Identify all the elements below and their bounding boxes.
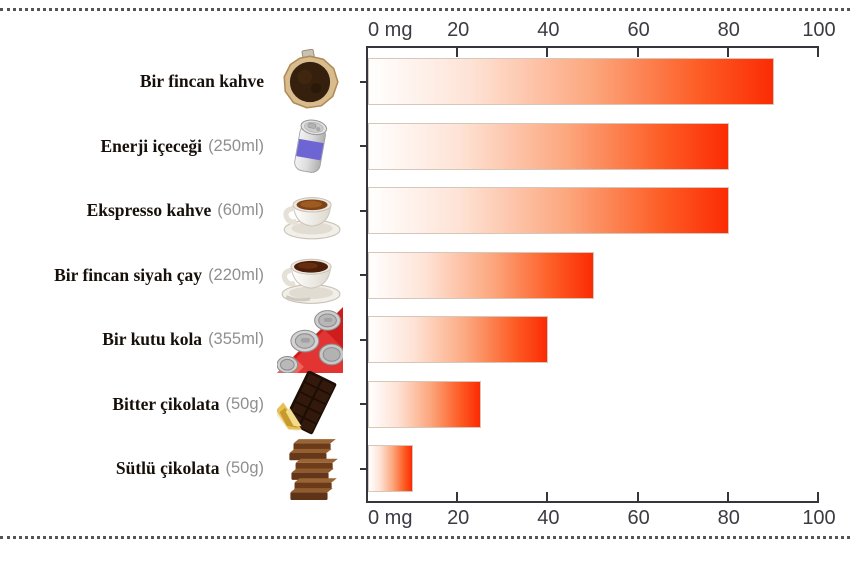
item-label: Sütlü çikolata (50g) [0, 454, 264, 484]
bottom-axis-tick [456, 492, 459, 501]
y-axis-tick [360, 209, 366, 212]
top-axis-tick [546, 48, 549, 57]
black-tea-cup-icon [276, 242, 344, 308]
top-axis-tick [726, 48, 729, 57]
y-axis-tick [360, 467, 366, 470]
bottom-axis-tick-label: 60 [627, 507, 650, 529]
bottom-axis-tick [636, 492, 639, 501]
bottom-axis-tick [817, 492, 819, 501]
bottom-axis-tick [726, 492, 729, 501]
item-label: Bitter çikolata (50g) [0, 389, 264, 419]
bottom-dotted-divider [0, 536, 850, 539]
bottom-axis-tick [546, 492, 549, 501]
bottom-axis-tick-label: 80 [717, 507, 740, 529]
caffeine-bar [368, 122, 729, 170]
top-axis-tick-label: 0 mg [368, 19, 413, 41]
item-label: Ekspresso kahve (60ml) [0, 196, 264, 226]
item-name-label: Bitter çikolata [112, 393, 220, 414]
item-name-label: Bir kutu kola [102, 329, 203, 349]
caffeine-bar [368, 445, 414, 492]
top-axis-tick-label: 80 [717, 19, 740, 41]
top-axis-tick-label: 100 [802, 19, 836, 41]
item-quantity-label: (250ml) [208, 136, 264, 155]
item-label: Enerji içeceği (250ml) [0, 131, 265, 161]
bottom-axis-tick-label: 40 [537, 507, 560, 529]
top-axis-tick-label: 60 [627, 19, 650, 41]
y-axis-line [366, 46, 368, 503]
bottom-axis-tick-label: 0 mg [368, 507, 413, 529]
y-axis-tick [360, 338, 366, 341]
top-axis-tick [817, 48, 819, 57]
y-axis-tick [360, 80, 366, 83]
caffeine-bar [368, 187, 729, 234]
y-axis-tick [360, 403, 366, 405]
top-axis-tick [636, 48, 639, 57]
top-dotted-divider [0, 8, 850, 11]
item-quantity-label: (355ml) [208, 330, 264, 348]
top-axis-tick [456, 48, 459, 57]
item-quantity-label: (50g) [225, 459, 264, 477]
top-axis-tick-label: 40 [537, 19, 560, 41]
energy-drink-can-icon [276, 113, 344, 179]
item-quantity-label: (220ml) [208, 265, 264, 284]
item-name-label: Bir fincan siyah çay [54, 264, 203, 285]
caffeine-bar [368, 380, 481, 428]
caffeine-bar [368, 58, 774, 105]
bottom-axis-line [366, 501, 819, 503]
caffeine-bar [368, 251, 594, 299]
bottom-axis-tick-label: 100 [802, 507, 836, 529]
y-axis-tick [360, 145, 366, 147]
caffeine-bar [368, 316, 549, 363]
espresso-cup-icon [276, 178, 344, 244]
item-quantity-label: (50g) [225, 394, 264, 413]
item-quantity-label: (60ml) [217, 201, 264, 219]
item-name-label: Bir fincan kahve [139, 71, 264, 91]
dark-chocolate-icon [276, 371, 344, 437]
coffee-filter-icon [276, 49, 344, 115]
y-axis-tick [360, 274, 366, 276]
item-name-label: Ekspresso kahve [86, 200, 212, 220]
item-label: Bir fincan siyah çay (220ml) [0, 260, 264, 290]
item-name-label: Enerji içeceği [100, 135, 203, 156]
item-label: Bir fincan kahve [0, 67, 264, 97]
item-label: Bir kutu kola (355ml) [0, 325, 264, 355]
cola-cans-icon [276, 307, 344, 373]
top-axis-line [366, 46, 819, 48]
bottom-axis-tick-label: 20 [447, 507, 470, 529]
item-name-label: Sütlü çikolata [115, 458, 220, 478]
milk-chocolate-icon [276, 436, 344, 502]
top-axis-tick-label: 20 [447, 19, 470, 41]
